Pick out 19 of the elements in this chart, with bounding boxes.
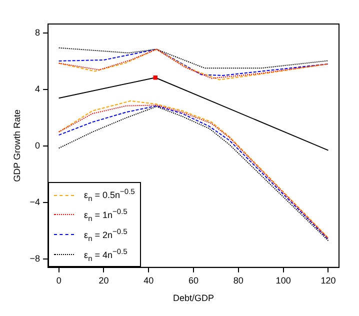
x-tick-label: 80 bbox=[233, 275, 244, 286]
y-tick-label: −8 bbox=[30, 253, 40, 264]
x-tick-label: 120 bbox=[320, 275, 336, 286]
x-axis-title: Debt/GDP bbox=[173, 293, 214, 304]
line-series bbox=[58, 47, 329, 69]
y-tick-label: 4 bbox=[35, 84, 40, 94]
x-tick-label: 0 bbox=[56, 275, 62, 286]
legend-label: ε$_{n}$ = 1n$^{−0.5}$ bbox=[84, 206, 128, 225]
y-tick-label: 0 bbox=[35, 140, 40, 151]
legend-label: ε$_{n}$ = 2n$^{−0.5}$ bbox=[84, 226, 128, 245]
y-tick-label: −4 bbox=[30, 196, 40, 207]
legend-label: ε$_{n}$ = 0.5n$^{−0.5}$ bbox=[84, 186, 135, 206]
y-axis-title: GDP Growth Rate bbox=[12, 110, 22, 182]
x-tick-label: 40 bbox=[144, 275, 154, 286]
legend-label: ε$_{n}$ = 4n$^{−0.5}$ bbox=[84, 246, 128, 264]
x-tick-label: 20 bbox=[98, 275, 109, 286]
x-tick-label: 60 bbox=[188, 275, 199, 286]
x-tick-label: 100 bbox=[276, 275, 291, 286]
y-tick-label: 8 bbox=[35, 28, 40, 38]
